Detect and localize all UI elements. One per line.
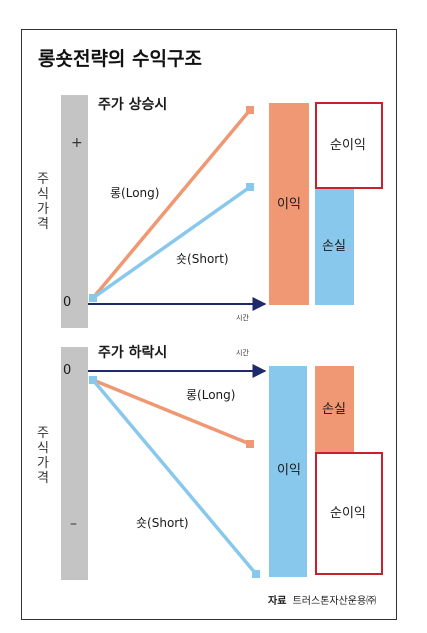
rise-price-axis-bar xyxy=(61,95,88,328)
fall-short-label: 숏(Short) xyxy=(136,516,189,530)
fall-short-end-point xyxy=(252,570,260,578)
fall-heading: 주가 하락시 xyxy=(98,345,168,361)
fall-time-label: 시간 xyxy=(236,349,249,357)
rise-heading: 주가 상승시 xyxy=(98,97,168,113)
source-text: 트러스톤자산운용㈜ xyxy=(292,596,377,607)
rise-net-profit-label: 순이익 xyxy=(330,138,366,153)
rise-profit-label: 이익 xyxy=(277,197,301,212)
rise-long-line xyxy=(91,108,252,300)
rise-y-axis-label: 주식가격 xyxy=(37,172,49,232)
fall-profit-bar xyxy=(269,366,307,577)
rise-short-end-point xyxy=(246,183,254,191)
fall-profit-label: 이익 xyxy=(277,463,301,478)
figure-frame xyxy=(21,29,397,620)
fall-net-profit-box xyxy=(315,452,383,575)
fall-y-axis-label: 주식가격 xyxy=(37,426,49,486)
rise-plus-sign: + xyxy=(71,135,83,151)
fall-long-line xyxy=(92,378,251,446)
rise-loss-label: 손실 xyxy=(322,239,346,254)
source-credit: 자료 트러스톤자산운용㈜ xyxy=(268,597,376,607)
fall-net-profit-label: 순이익 xyxy=(330,506,366,521)
source-prefix: 자료 xyxy=(268,596,287,607)
fall-loss-label: 손실 xyxy=(322,402,346,417)
fall-short-line xyxy=(91,378,258,576)
fall-zero-label: 0 xyxy=(63,363,72,378)
fall-loss-bar xyxy=(315,366,354,452)
rise-profit-bar xyxy=(269,103,309,305)
rise-time-label: 시간 xyxy=(236,314,249,322)
rise-zero-label: 0 xyxy=(63,295,72,310)
rise-short-label: 숏(Short) xyxy=(176,252,229,266)
fall-long-end-point xyxy=(246,440,254,448)
rise-short-line xyxy=(91,185,252,300)
fall-minus-sign: – xyxy=(70,516,77,532)
rise-long-label: 롱(Long) xyxy=(110,186,160,200)
fall-long-label: 롱(Long) xyxy=(186,388,236,402)
figure-title: 롱숏전략의 수익구조 xyxy=(38,48,202,70)
fall-start-point xyxy=(89,376,97,384)
rise-loss-bar xyxy=(315,189,354,305)
rise-net-profit-box xyxy=(315,102,383,189)
rise-start-point xyxy=(89,294,97,302)
fall-price-axis-bar xyxy=(61,347,88,580)
rise-long-end-point xyxy=(246,106,254,114)
